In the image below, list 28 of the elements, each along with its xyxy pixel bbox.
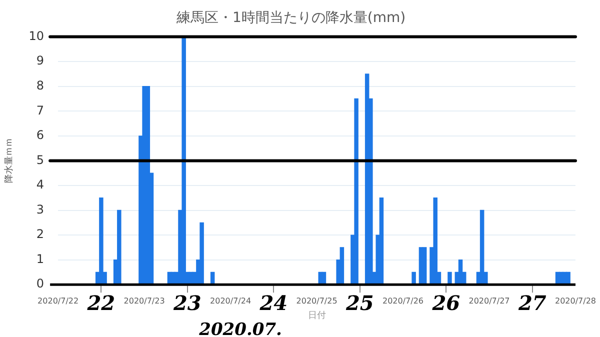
y-tick-label: 7: [36, 103, 44, 118]
text: 24: [258, 290, 288, 315]
y-tick-label: 5: [36, 152, 44, 167]
y-tick-label: 2: [36, 227, 44, 242]
y-tick-label: 6: [36, 128, 44, 142]
x-tick-label: 2020/7/26: [382, 296, 424, 306]
y-tick-label: 1: [36, 252, 44, 266]
text: 25: [344, 290, 374, 315]
text: 27: [517, 290, 546, 315]
x-tick-label: 2020/7/24: [210, 296, 252, 306]
x-axis-title: 日付: [308, 310, 326, 321]
text: 23: [172, 290, 202, 315]
chart-title: 練馬区・1時間当たりの降水量(mm): [175, 10, 406, 26]
y-tick-label: 8: [36, 78, 44, 92]
x-tick-label: 2020/7/25: [296, 296, 338, 306]
x-tick-label: 2020/7/22: [38, 296, 79, 306]
y-tick-label: 3: [36, 202, 44, 216]
x-tick-label: 2020/7/23: [124, 296, 165, 306]
y-tick-label: 4: [36, 178, 44, 192]
text: 2020.07.: [198, 320, 282, 337]
y-tick-label: 0: [36, 276, 44, 291]
y-tick-label: 9: [36, 54, 44, 68]
text: 26: [431, 290, 460, 315]
x-tick-label: 2020/7/28: [554, 296, 596, 306]
y-axis-title: 降水量ｍｍ: [4, 138, 15, 184]
y-tick-label: 10: [28, 28, 44, 43]
x-tick-label: 2020/7/27: [468, 296, 510, 306]
text: 22: [86, 290, 116, 315]
